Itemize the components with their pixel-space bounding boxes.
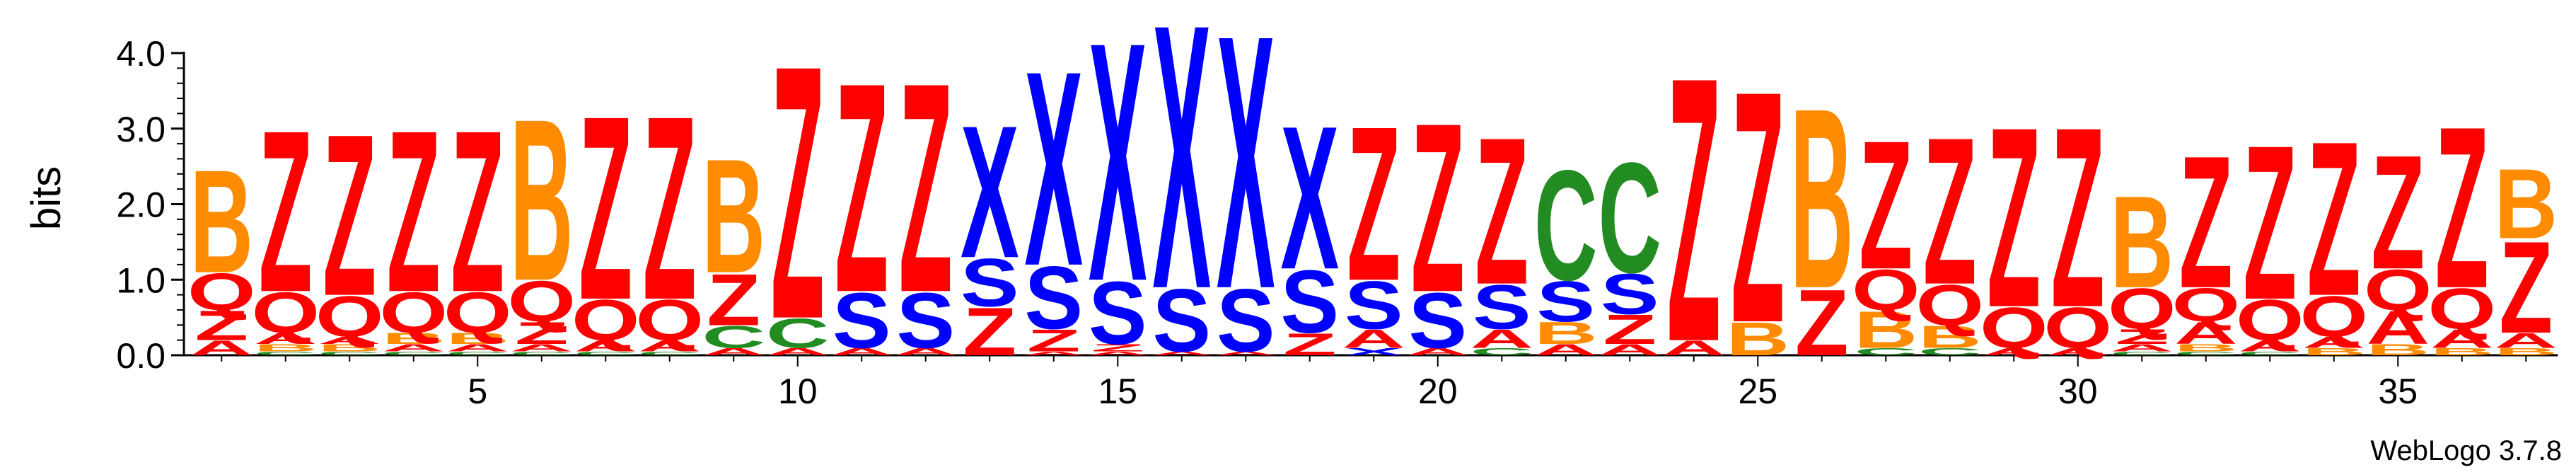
weblogo-version-footer: WebLogo 3.7.8: [2370, 435, 2562, 466]
logo-letter-z: Z: [1923, 94, 1977, 328]
logo-letter-x: X: [1280, 84, 1339, 312]
logo-letter-z: Z: [259, 84, 313, 340]
logo-letter-z: Z: [2051, 73, 2105, 361]
x-tick-label: 15: [1098, 372, 1137, 411]
logo-letters: AZQBCBAQZCBAQZCABQZCABQZCAZQBCAQZCAQZACZ…: [187, 0, 2558, 421]
x-tick-label: 35: [2378, 372, 2418, 411]
logo-letter-z: Z: [1475, 94, 1528, 328]
logo-letter-z: Z: [899, 21, 953, 355]
logo-letter-z: Z: [1987, 73, 2041, 361]
logo-letter-z: Z: [643, 62, 697, 355]
logo-letter-c: C: [1534, 138, 1598, 313]
logo-letter-z: Z: [323, 87, 376, 344]
logo-letter-z: Z: [579, 62, 632, 355]
y-axis: 0.0 1.0 2.0 3.0 4.0: [116, 34, 184, 376]
logo-letter-x: X: [961, 87, 1019, 297]
x-tick-label: 20: [1418, 372, 1458, 411]
logo-letter-z: Z: [387, 84, 441, 340]
y-tick-label: 1.0: [116, 260, 166, 300]
logo-letter-z: Z: [1347, 81, 1400, 327]
logo-letter-x: X: [1152, 0, 1211, 368]
y-tick-label: 0.0: [116, 336, 166, 376]
logo-letter-z: Z: [835, 21, 888, 355]
logo-letter-b: B: [2494, 149, 2558, 260]
logo-letter-z: Z: [1731, 23, 1785, 392]
logo-letter-b: B: [1790, 54, 1854, 343]
logo-letter-b: B: [510, 72, 574, 329]
y-tick-label: 3.0: [116, 110, 166, 149]
x-tick-label: 30: [2058, 372, 2098, 411]
logo-letter-b: B: [702, 126, 765, 307]
y-axis-label: bits: [23, 166, 69, 230]
logo-letter-c: C: [1598, 131, 1661, 306]
logo-letter-z: Z: [2307, 96, 2361, 342]
logo-letter-z: Z: [1859, 103, 1913, 309]
logo-letter-z: Z: [2243, 100, 2297, 346]
logo-letter-x: X: [1217, 0, 1275, 364]
logo-letter-x: X: [1024, 13, 1083, 324]
logo-letter-b: B: [190, 140, 253, 304]
logo-letter-z: Z: [451, 84, 504, 340]
logo-letter-z: Z: [771, 0, 825, 394]
logo-letter-b: B: [2110, 169, 2174, 316]
logo-letter-z: Z: [1411, 74, 1465, 343]
y-tick-label: 2.0: [116, 185, 166, 225]
logo-letter-z: Z: [1667, 0, 1721, 421]
logo-letter-z: Z: [2371, 122, 2425, 304]
x-tick-label: 5: [468, 372, 487, 411]
y-tick-label: 4.0: [116, 34, 166, 74]
x-axis: 5101520253035: [184, 355, 2558, 411]
logo-letter-z: Z: [2435, 79, 2489, 336]
logo-letter-x: X: [1089, 0, 1147, 352]
logo-letter-z: Z: [2179, 117, 2233, 328]
